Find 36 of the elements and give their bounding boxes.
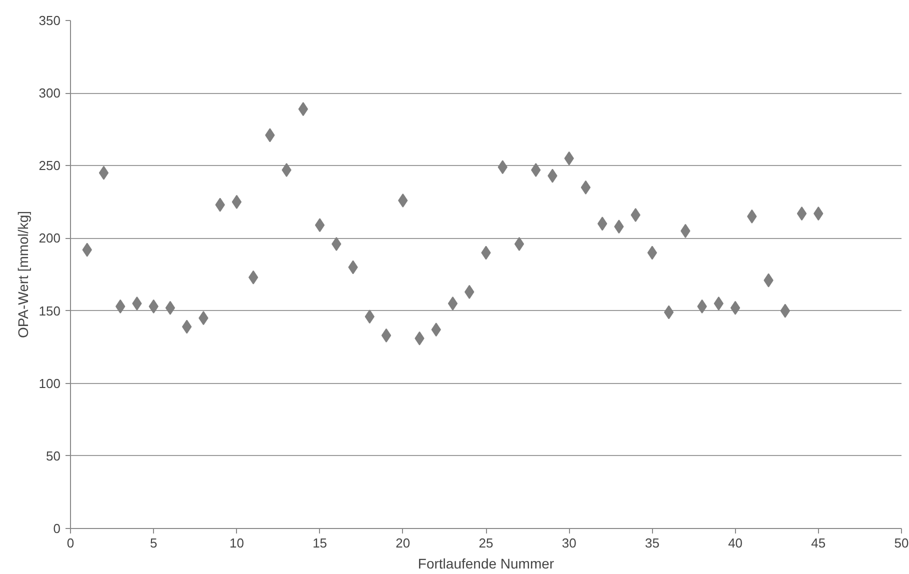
- x-tick-label: 40: [728, 536, 743, 550]
- point: [314, 218, 325, 232]
- point: [298, 102, 308, 116]
- x-tick-label: 45: [811, 536, 826, 550]
- point: [664, 305, 674, 320]
- point: [248, 270, 258, 284]
- x-tick-label: 5: [150, 536, 158, 550]
- y-tick-label: 100: [38, 376, 61, 391]
- y-tick-label: 150: [38, 303, 61, 318]
- y-tick-label: 250: [38, 158, 61, 174]
- point: [796, 206, 807, 221]
- point: [98, 166, 109, 180]
- y-axis-title: OPA-Wert [mmol/kg]: [14, 210, 31, 338]
- point: [514, 237, 524, 252]
- point: [580, 180, 591, 194]
- point: [714, 296, 724, 311]
- point: [381, 328, 392, 342]
- y-tick-label: 200: [38, 230, 61, 246]
- x-tick-label: 20: [396, 536, 410, 550]
- y-tick-label: 350: [38, 13, 61, 28]
- x-tick-label: 50: [894, 536, 909, 550]
- x-tick-label: 15: [312, 536, 328, 550]
- x-tick-label: 35: [644, 536, 660, 550]
- point: [165, 300, 176, 315]
- x-tick-label: 25: [478, 536, 494, 550]
- x-axis-title: Fortlaufende Nummer: [418, 556, 554, 572]
- y-tick-label: 300: [38, 86, 61, 101]
- x-tick-label: 30: [562, 536, 576, 550]
- point: [647, 246, 658, 260]
- y-tick-label: 0: [53, 521, 61, 536]
- y-tick-label: 50: [46, 448, 61, 464]
- point: [448, 296, 458, 311]
- point: [232, 194, 242, 209]
- point: [730, 300, 740, 315]
- x-tick-label: 10: [229, 536, 244, 550]
- x-tick-label: 0: [66, 536, 74, 550]
